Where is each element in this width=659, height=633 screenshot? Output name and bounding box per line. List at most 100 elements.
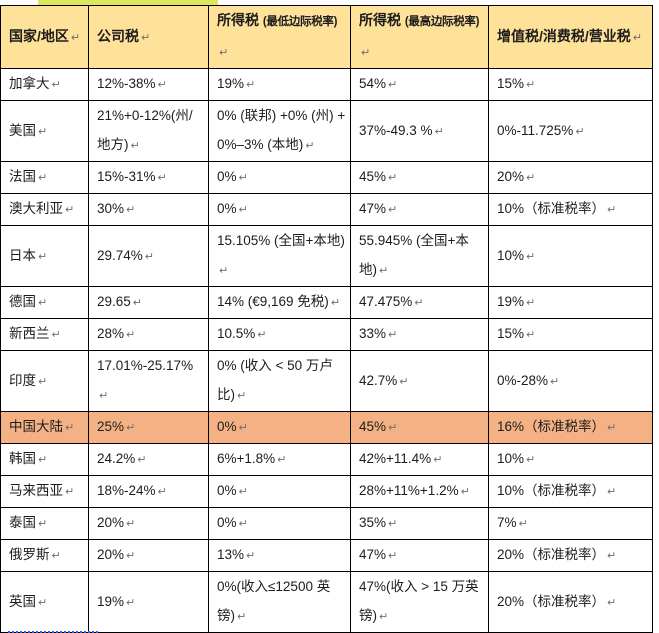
- table-row: 俄罗斯↵20%↵13%↵47%↵20%（标准税率）↵¤: [0, 539, 653, 572]
- pilcrow-mark: ↵: [157, 79, 167, 91]
- cell-corporate-tax: 24.2% ↵: [88, 443, 209, 476]
- pilcrow-mark: ↵: [65, 422, 75, 434]
- cell-country: 新西兰 ↵: [0, 318, 89, 351]
- pilcrow-mark: ↵: [607, 596, 617, 609]
- cell-vat: 0%-11.725%↵¤: [488, 100, 653, 162]
- pilcrow-mark: ↵: [70, 31, 81, 44]
- cell-text: 0% (联邦) +0% (州) +0%–3% (本地): [217, 108, 346, 152]
- cell-country: 日本 ↵: [0, 225, 89, 287]
- cell-text: 泰国: [9, 515, 36, 530]
- cell-text: 15%: [497, 326, 525, 341]
- cell-text: 55.945% (全国+本地): [359, 233, 469, 277]
- table-row: 泰国↵20%↵0%↵35%↵7%↵¤: [0, 507, 653, 540]
- cell-vat: 10%（标准税率）↵¤: [488, 193, 653, 226]
- pilcrow-mark: ↵: [126, 550, 136, 562]
- cell-text: 6%+1.8%: [217, 451, 276, 466]
- table-row: 马来西亚↵18%-24%↵0%↵28%+11%+1.2%↵10%（标准税率）↵¤: [0, 475, 653, 508]
- pilcrow-mark: ↵: [126, 329, 136, 341]
- pilcrow-mark: ↵: [130, 140, 140, 152]
- cell-text: 37%-49.3 %: [359, 122, 433, 138]
- pilcrow-mark: ↵: [607, 422, 617, 434]
- cell-text: 0% (收入 < 50 万卢比): [217, 358, 333, 402]
- highlighted-text-strip: [38, 0, 218, 5]
- table-row: 韩国↵24.2%↵6%+1.8%↵42%+11.4%↵10%↵¤: [0, 443, 653, 476]
- pilcrow-mark: ↵: [632, 31, 642, 44]
- header-row: 国家/地区 ↵ 公司税 ↵ 所得税 (最低边际税率)↵ 所得税 (最高边际税率)↵ …: [0, 5, 653, 69]
- pilcrow-mark: ↵: [277, 454, 287, 466]
- pilcrow-mark: ↵: [575, 125, 585, 138]
- cell-text: 中国大陆: [9, 419, 63, 434]
- pilcrow-mark: ↵: [607, 550, 617, 562]
- cell-country: 印度 ↵: [0, 350, 89, 412]
- pilcrow-mark: ↵: [38, 172, 48, 184]
- cell-text: 德国: [9, 294, 36, 309]
- pilcrow-mark: ↵: [433, 454, 443, 466]
- pilcrow-mark: ↵: [257, 329, 267, 341]
- pilcrow-mark: ↵: [361, 47, 371, 59]
- table-row: 美国 ↵ 21%+0-12%(州/地方) ↵ 0% (联邦) +0% (州) +0%–3…: [0, 100, 653, 162]
- cell-income-tax-min: 0% ↵: [208, 193, 351, 226]
- cell-income-tax-min: 0% (联邦) +0% (州) +0%–3% (本地) ↵: [208, 100, 351, 162]
- cell-text: 21%+0-12%(州/地方): [97, 108, 193, 152]
- cell-text: 15.105% (全国+本地): [217, 233, 345, 248]
- cell-income-tax-max: 47% ↵: [350, 539, 489, 572]
- pilcrow-mark: ↵: [388, 204, 398, 216]
- cell-text: 10%（标准税率）: [497, 201, 606, 216]
- cell-income-tax-max: 42%+11.4% ↵: [350, 443, 489, 476]
- pilcrow-mark: ↵: [126, 422, 136, 434]
- cell-income-tax-max: 45% ↵: [350, 161, 489, 194]
- cell-income-tax-min: 6%+1.8% ↵: [208, 443, 351, 476]
- cell-income-tax-min: 19% ↵: [208, 68, 351, 101]
- cell-text: 18%-24%: [97, 483, 156, 498]
- cell-text: 法国: [9, 169, 36, 184]
- cell-corporate-tax: 18%-24% ↵: [88, 475, 209, 508]
- cell-corporate-tax: 29.65 ↵: [88, 286, 209, 319]
- cell-text: 美国: [9, 122, 36, 138]
- pilcrow-mark: ↵: [126, 204, 136, 216]
- pilcrow-mark: ↵: [65, 486, 75, 498]
- pilcrow-mark: ↵: [388, 329, 398, 341]
- pilcrow-mark: ↵: [51, 79, 61, 91]
- table-row: 中国大陆↵25%↵0%↵45%↵16%（标准税率）↵¤: [0, 411, 653, 444]
- pilcrow-mark: ↵: [607, 486, 617, 498]
- pilcrow-mark: ↵: [607, 204, 617, 216]
- cell-text: 韩国: [9, 451, 36, 466]
- table-row: 加拿大↵12%-38%↵19%↵54%↵15%↵¤: [0, 68, 653, 101]
- pilcrow-mark: ↵: [132, 297, 143, 309]
- pilcrow-mark: ↵: [137, 454, 147, 466]
- cell-corporate-tax: 30% ↵: [88, 193, 209, 226]
- cell-country: 中国大陆 ↵: [0, 411, 89, 444]
- cell-text: 19%: [97, 593, 125, 609]
- pilcrow-mark: ↵: [434, 125, 444, 138]
- cell-text: 20%: [97, 515, 125, 530]
- column-header-label: 增值税/消费税/营业税: [497, 27, 631, 44]
- pilcrow-mark: ↵: [518, 518, 528, 530]
- pilcrow-mark: ↵: [38, 596, 48, 609]
- cell-text: 29.65: [97, 294, 131, 309]
- cell-vat: 15%↵¤: [488, 68, 653, 101]
- cell-income-tax-max: 45% ↵: [350, 411, 489, 444]
- pilcrow-mark: ↵: [38, 125, 48, 138]
- pilcrow-mark: ↵: [141, 31, 151, 44]
- cell-text: 16%（标准税率）: [497, 419, 606, 434]
- cell-text: 47%: [359, 201, 387, 216]
- pilcrow-mark: ↵: [237, 390, 247, 402]
- pilcrow-mark: ↵: [550, 375, 560, 388]
- pilcrow-mark: ↵: [38, 454, 48, 466]
- cell-income-tax-min: 13% ↵: [208, 539, 351, 572]
- cell-text: 20%: [97, 547, 125, 562]
- pilcrow-mark: ↵: [238, 486, 248, 498]
- table-row: 日本 ↵ 29.74% ↵ 15.105% (全国+本地)↵ 55.945% (全国+本地…: [0, 225, 653, 287]
- cell-text: 30%: [97, 201, 125, 216]
- cell-vat: 10%（标准税率）↵¤: [488, 475, 653, 508]
- cell-text: 马来西亚: [9, 483, 63, 498]
- pilcrow-mark: ↵: [399, 375, 409, 388]
- table-row: 新西兰↵28%↵10.5%↵33%↵15%↵¤: [0, 318, 653, 351]
- cell-corporate-tax: 25% ↵: [88, 411, 209, 444]
- table-row: 德国↵29.65↵14% (€9,169 免税)↵47.475%↵19%↵¤: [0, 286, 653, 319]
- cell-country: 英国 ↵: [0, 571, 89, 633]
- cell-corporate-tax: 19% ↵: [88, 571, 209, 633]
- cell-income-tax-max: 55.945% (全国+本地) ↵: [350, 225, 489, 287]
- cell-text: 42%+11.4%: [359, 451, 432, 466]
